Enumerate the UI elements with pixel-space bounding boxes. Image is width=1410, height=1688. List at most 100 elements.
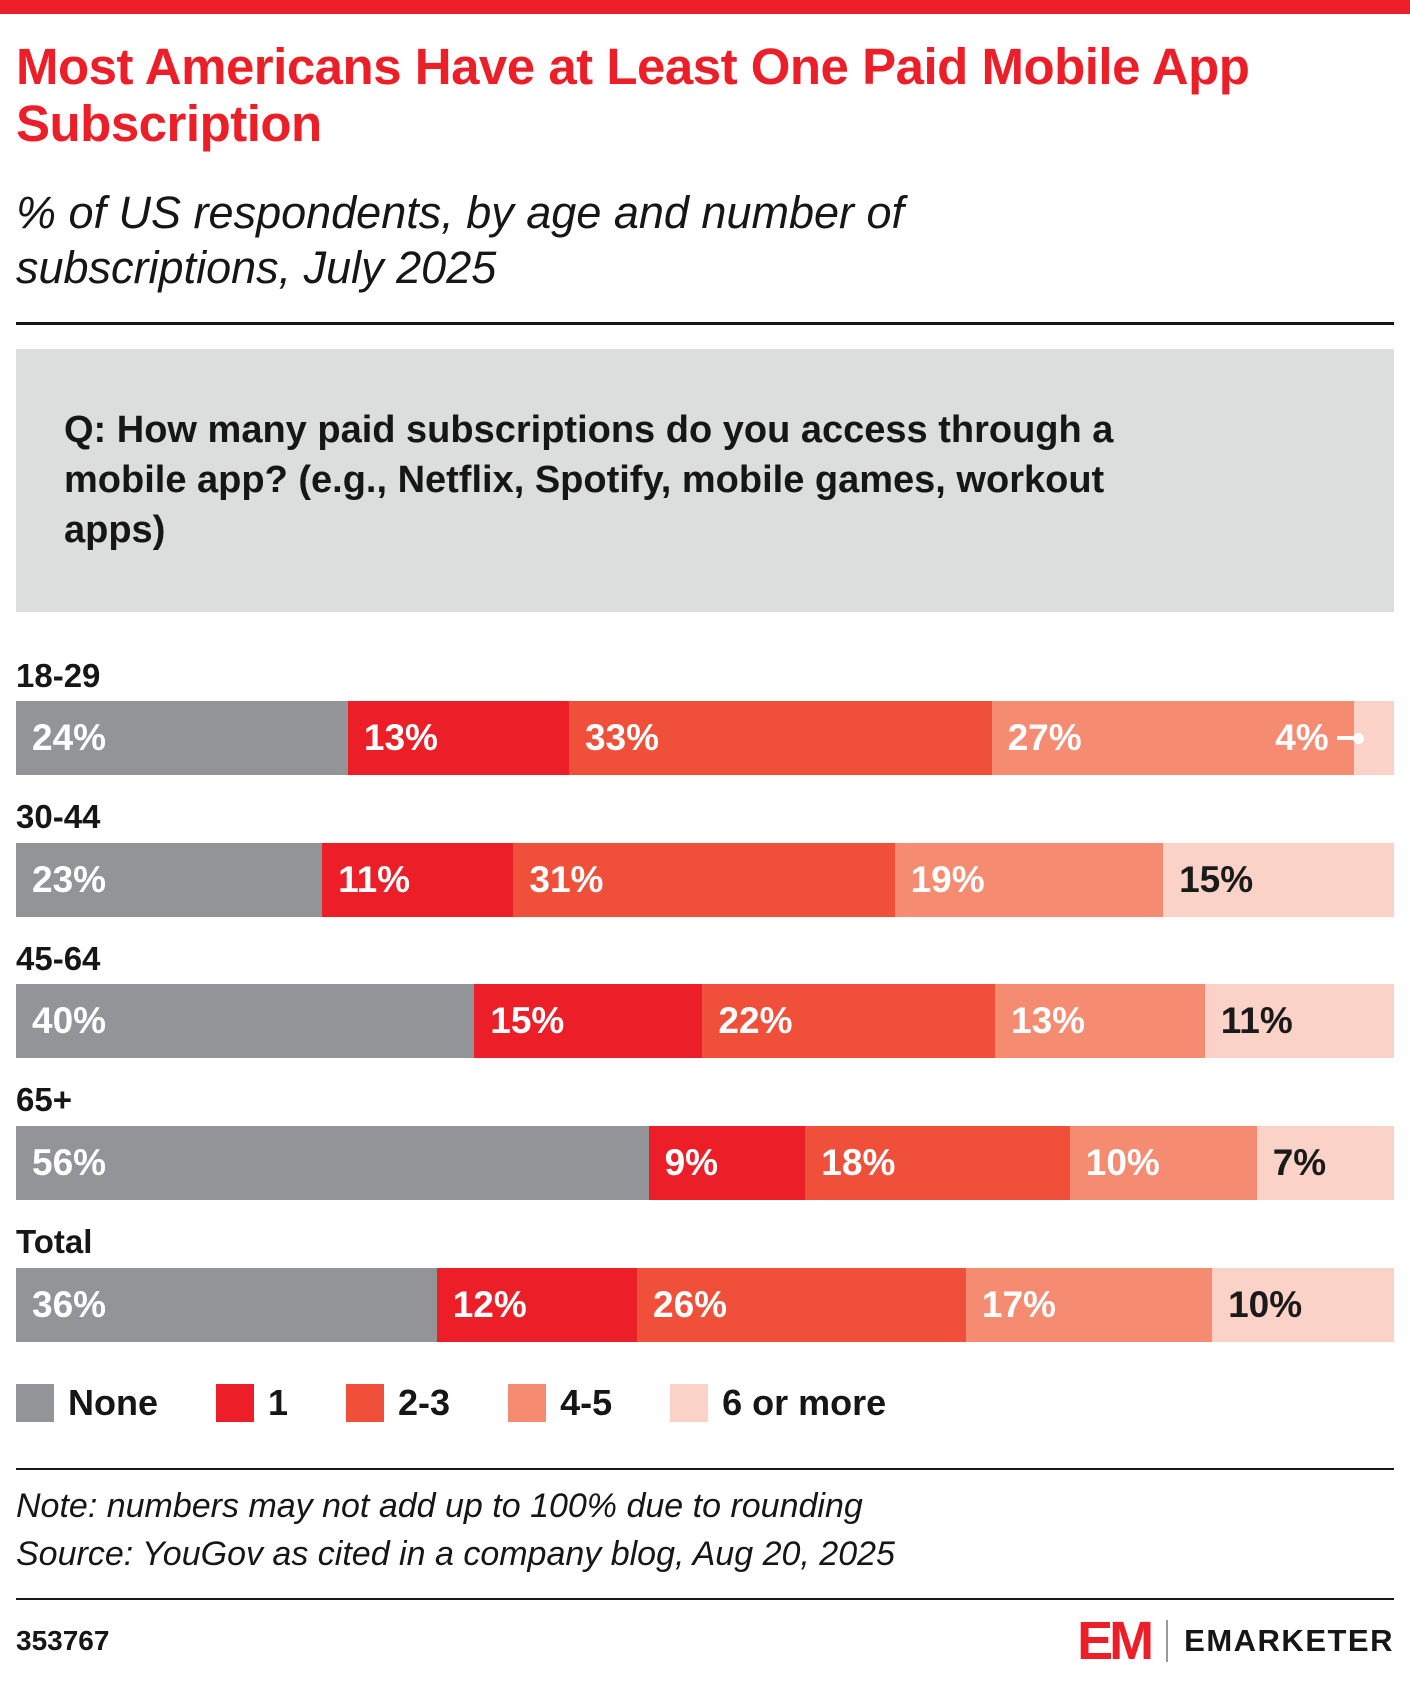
bar-segment: 36% bbox=[16, 1267, 437, 1342]
category-label: 65+ bbox=[16, 1081, 72, 1119]
segment-label: 36% bbox=[32, 1283, 107, 1325]
legend-label: None bbox=[68, 1381, 158, 1423]
legend: None 1 2-3 4-5 6 or more bbox=[16, 1382, 1394, 1424]
bar-segment: 11% bbox=[322, 842, 514, 917]
legend-swatch bbox=[346, 1383, 385, 1422]
bar-segment: 10% bbox=[1069, 1126, 1257, 1200]
bar-segment: 15% bbox=[1163, 842, 1394, 917]
stacked-bar: 23% 11% 31% 19% 15% bbox=[16, 842, 1394, 917]
bar-segment: 40% bbox=[16, 984, 475, 1059]
segment-label: 22% bbox=[718, 1000, 793, 1042]
legend-swatch bbox=[670, 1383, 709, 1422]
bar-segment: 13% bbox=[347, 701, 569, 776]
bar-segment: 18% bbox=[805, 1126, 1070, 1200]
top-accent-stripe bbox=[0, 0, 1410, 14]
brand-name: EMARKETER bbox=[1184, 1623, 1394, 1659]
segment-label: 27% bbox=[1007, 717, 1082, 759]
legend-label: 6 or more bbox=[722, 1381, 887, 1423]
legend-item: 6 or more bbox=[670, 1382, 886, 1424]
bar-segment: 9% bbox=[648, 1126, 806, 1200]
chart-id: 353767 bbox=[16, 1625, 110, 1657]
segment-label: 15% bbox=[490, 1000, 565, 1042]
stacked-bar: 40% 15% 22% 13% 11% bbox=[16, 984, 1395, 1059]
segment-label: 17% bbox=[981, 1283, 1056, 1325]
question-text: Q: How many paid subscriptions do you ac… bbox=[64, 409, 1114, 552]
stacked-bar: 36% 12% 26% 17% 10% bbox=[16, 1267, 1394, 1342]
segment-label: 33% bbox=[584, 717, 660, 759]
segment-label: 10% bbox=[1228, 1283, 1303, 1325]
bar-segment: 10% bbox=[1212, 1267, 1394, 1342]
legend-item: 2-3 bbox=[346, 1382, 450, 1424]
segment-label: 11% bbox=[1220, 1000, 1293, 1042]
segment-label: 24% bbox=[32, 717, 107, 759]
brand: EM EMARKETER bbox=[1077, 1614, 1394, 1668]
segment-label: 31% bbox=[529, 858, 604, 900]
page-title: Most Americans Have at Least One Paid Mo… bbox=[16, 38, 1250, 153]
legend-label: 1 bbox=[268, 1381, 289, 1423]
segment-label: 26% bbox=[653, 1283, 728, 1325]
bar-segment: 24% bbox=[16, 701, 348, 776]
bar-segment: 23% bbox=[16, 842, 323, 917]
question-box: Q: How many paid subscriptions do you ac… bbox=[16, 349, 1394, 612]
bar-segment: 15% bbox=[474, 984, 703, 1059]
segment-label: 9% bbox=[664, 1142, 719, 1183]
bar-segment: 26% bbox=[637, 1267, 966, 1342]
bar-group: 18-29 24% 13% 33% 27% 4% bbox=[16, 656, 1395, 776]
title-divider bbox=[16, 322, 1394, 326]
bar-segment: 31% bbox=[513, 842, 895, 917]
segment-label: 12% bbox=[452, 1283, 527, 1325]
bar-segment: 27% bbox=[991, 701, 1354, 776]
segment-label: 15% bbox=[1179, 858, 1254, 900]
footer-divider bbox=[16, 1598, 1394, 1601]
legend-item: 1 bbox=[216, 1382, 288, 1424]
brand-divider bbox=[1166, 1620, 1169, 1663]
note-text: Note: numbers may not add up to 100% due… bbox=[16, 1486, 863, 1525]
category-label: 18-29 bbox=[16, 656, 101, 694]
bar-segment: 7% bbox=[1256, 1126, 1394, 1200]
segment-label: 40% bbox=[32, 1000, 107, 1042]
legend-swatch bbox=[508, 1383, 547, 1422]
category-label: 45-64 bbox=[16, 939, 101, 977]
stacked-bar-chart: 18-29 24% 13% 33% 27% 4% 30-44 23% 11% 31% 19% 15% 4… bbox=[16, 656, 1395, 1424]
bar-group: 45-64 40% 15% 22% 13% 11% bbox=[16, 939, 1395, 1059]
notes: Note: numbers may not add up to 100% due… bbox=[16, 1482, 1394, 1579]
note-divider bbox=[16, 1467, 1394, 1470]
category-label: 30-44 bbox=[16, 798, 101, 836]
category-label: Total bbox=[16, 1223, 93, 1260]
segment-label: 10% bbox=[1085, 1142, 1160, 1183]
legend-swatch bbox=[216, 1383, 254, 1422]
bar-group: 30-44 23% 11% 31% 19% 15% bbox=[16, 797, 1394, 917]
callout-line bbox=[1336, 736, 1353, 741]
bar-segment: 17% bbox=[965, 1267, 1213, 1342]
segment-label: 56% bbox=[32, 1142, 107, 1183]
bar-segment: 13% bbox=[995, 984, 1205, 1059]
segment-label: 13% bbox=[1011, 1000, 1086, 1042]
segment-label: 23% bbox=[32, 858, 107, 900]
stacked-bar: 24% 13% 33% 27% 4% bbox=[16, 701, 1395, 776]
callout-dot-icon bbox=[1352, 732, 1364, 744]
segment-label: 4% bbox=[1275, 717, 1364, 759]
legend-label: 2-3 bbox=[398, 1381, 451, 1423]
footer: 353767 EM EMARKETER bbox=[16, 1614, 1394, 1688]
chart-rows: 18-29 24% 13% 33% 27% 4% 30-44 23% 11% 31% 19% 15% 4… bbox=[16, 656, 1395, 1342]
bar-segment: 56% bbox=[16, 1126, 649, 1200]
bar-segment: 22% bbox=[702, 984, 995, 1059]
bar-group: 65+ 56% 9% 18% 10% 7% bbox=[16, 1080, 1394, 1200]
segment-label: 11% bbox=[338, 858, 411, 900]
bar-segment: 19% bbox=[894, 842, 1164, 917]
bar-segment: 4% bbox=[1275, 701, 1395, 776]
emarketer-logo-icon: EM bbox=[1077, 1611, 1154, 1672]
segment-label: 19% bbox=[910, 858, 985, 900]
bar-segment: 33% bbox=[568, 701, 992, 776]
bar-segment: 12% bbox=[436, 1267, 637, 1342]
segment-label: 7% bbox=[1272, 1142, 1327, 1183]
legend-swatch bbox=[16, 1383, 54, 1422]
bar-segment: 11% bbox=[1204, 984, 1395, 1059]
source-text: Source: YouGov as cited in a company blo… bbox=[16, 1534, 895, 1573]
legend-label: 4-5 bbox=[560, 1381, 613, 1423]
stacked-bar: 56% 9% 18% 10% 7% bbox=[16, 1126, 1394, 1200]
page-subtitle: % of US respondents, by age and number o… bbox=[16, 187, 905, 294]
segment-label: 18% bbox=[821, 1142, 896, 1183]
legend-item: None bbox=[16, 1382, 158, 1424]
page-content: Most Americans Have at Least One Paid Mo… bbox=[0, 38, 1410, 1688]
